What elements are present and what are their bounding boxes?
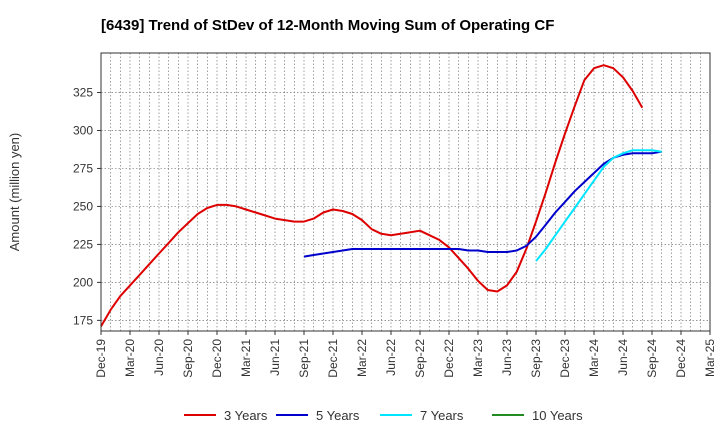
legend-label: 5 Years [316, 408, 360, 423]
y-axis-label: Amount (million yen) [7, 133, 22, 252]
y-tick-label: 225 [73, 237, 93, 251]
y-tick-label: 175 [73, 313, 93, 327]
y-tick-label: 275 [73, 161, 93, 175]
chart-title: [6439] Trend of StDev of 12-Month Moving… [101, 17, 554, 34]
x-tick-label: Mar-21 [239, 339, 253, 377]
x-tick-label: Mar-22 [355, 339, 369, 377]
legend-label: 7 Years [420, 408, 464, 423]
legend-label: 3 Years [224, 408, 268, 423]
x-tick-label: Dec-20 [210, 339, 224, 378]
x-tick-label: Sep-22 [413, 339, 427, 378]
x-tick-label: Dec-19 [94, 339, 108, 378]
x-tick-label: Sep-20 [181, 339, 195, 378]
x-tick-label: Sep-21 [297, 339, 311, 378]
legend: 3 Years 5 Years 7 Years 10 Years [184, 408, 583, 423]
x-tick-label: Mar-20 [123, 339, 137, 377]
x-tick-label: Dec-24 [674, 339, 688, 378]
series-line-5-years [303, 150, 662, 258]
y-tick-label: 325 [73, 85, 93, 99]
x-tick-label: Jun-23 [500, 339, 514, 376]
x-tick-label: Mar-25 [703, 339, 717, 377]
grid-lines [101, 53, 710, 331]
x-tick-label: Dec-21 [326, 339, 340, 378]
plot-area-frame [100, 52, 711, 332]
y-tick-label: 300 [73, 123, 93, 137]
x-tick-label: Mar-24 [587, 339, 601, 377]
y-tick-label: 250 [73, 199, 93, 213]
x-tick-label: Jun-21 [268, 339, 282, 376]
x-tick-label: Jun-22 [384, 339, 398, 376]
y-tick-label: 200 [73, 275, 93, 289]
x-tick-label: Dec-23 [558, 339, 572, 378]
series-line-7-years [535, 149, 662, 262]
x-tick-label: Sep-24 [645, 339, 659, 378]
y-tick-labels: 175 200 225 250 275 300 325 [73, 85, 101, 327]
x-tick-label: Sep-23 [529, 339, 543, 378]
x-tick-labels: Dec-19 Mar-20 Jun-20 Sep-20 Dec-20 Mar-21 Jun-… [94, 331, 717, 378]
x-tick-label: Dec-22 [442, 339, 456, 378]
legend-label: 10 Years [532, 408, 583, 423]
x-tick-label: Jun-20 [152, 339, 166, 376]
series-line-3-years [100, 64, 644, 327]
x-tick-label: Jun-24 [616, 339, 630, 376]
series-layer [100, 64, 662, 327]
x-tick-label: Mar-23 [471, 339, 485, 377]
